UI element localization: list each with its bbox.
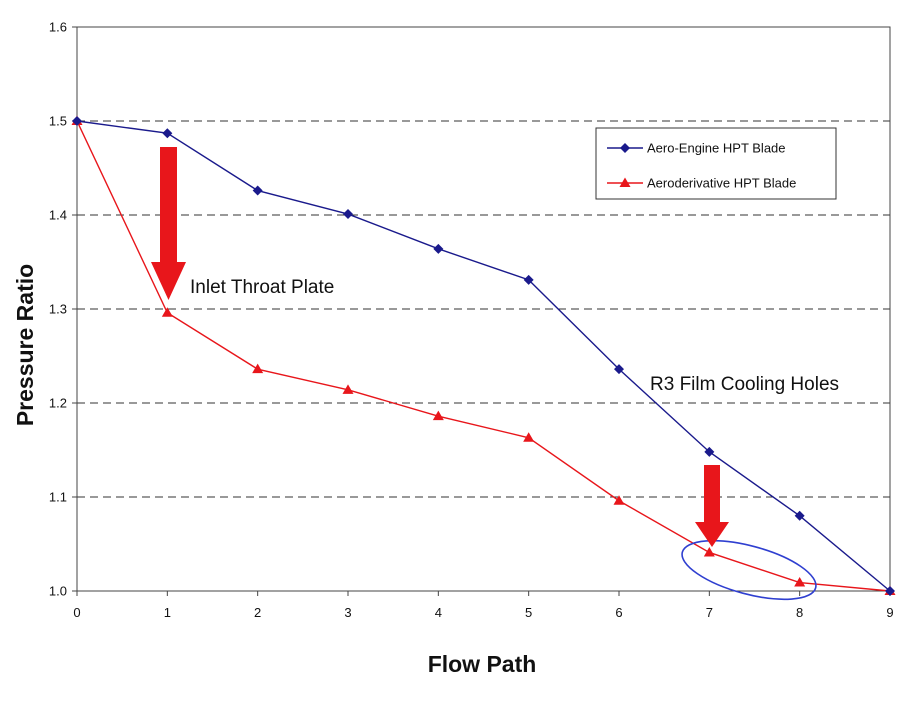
- data-point-aeroderivative: [161, 307, 173, 317]
- x-tick-label: 5: [525, 605, 532, 620]
- legend-label-aero-engine: Aero-Engine HPT Blade: [647, 141, 786, 156]
- data-point-aero-engine: [433, 243, 444, 254]
- annotation-inlet-throat-plate: Inlet Throat Plate: [190, 277, 334, 298]
- series-line-aeroderivative: [76, 120, 891, 592]
- y-tick-label: 1.0: [49, 584, 67, 599]
- data-point-aero-engine: [794, 510, 805, 521]
- legend-label-aeroderivative: Aeroderivative HPT Blade: [647, 176, 796, 191]
- y-tick-label: 1.1: [49, 490, 67, 505]
- series-lines: [71, 115, 896, 596]
- x-tick-label: 7: [706, 605, 713, 620]
- data-point-aero-engine: [162, 128, 173, 139]
- data-point-aero-engine: [252, 185, 263, 196]
- data-point-aero-engine: [704, 446, 715, 457]
- legend-marker-aeroderivative: [619, 177, 631, 187]
- y-tick-label: 1.6: [49, 20, 67, 35]
- data-point-aeroderivative: [794, 577, 806, 587]
- x-tick-label: 0: [73, 605, 80, 620]
- legend-marker-aero-engine: [620, 143, 630, 153]
- y-tick-label: 1.2: [49, 396, 67, 411]
- data-point-aero-engine: [614, 364, 624, 375]
- annotation-r3-film-cooling-holes: R3 Film Cooling Holes: [650, 374, 839, 395]
- x-tick-label: 1: [164, 605, 171, 620]
- legend: Aero-Engine HPT Blade Aeroderivative HPT…: [595, 127, 837, 200]
- grid-lines: [77, 120, 890, 498]
- y-tick-label: 1.4: [49, 208, 67, 223]
- x-axis-title: Flow Path: [428, 651, 537, 677]
- data-point-aeroderivative: [523, 432, 535, 442]
- y-tick-label: 1.5: [49, 114, 67, 129]
- inlet-throat-arrow: [151, 147, 186, 300]
- film-cooling-arrow: [695, 465, 729, 547]
- annotations: Inlet Throat Plate R3 Film Cooling Holes: [151, 147, 839, 601]
- data-point-aero-engine: [72, 116, 82, 126]
- y-axis-title: Pressure Ratio: [12, 264, 38, 426]
- y-tick-label: 1.3: [49, 302, 67, 317]
- x-tick-label: 9: [886, 605, 893, 620]
- x-tick-label: 2: [254, 605, 261, 620]
- data-point-aeroderivative: [432, 410, 444, 421]
- axis-ticks: 1.0 1.1 1.2 1.3 1.4 1.5 1.6 0 1 2 3 4 5 6 7 8 9: [49, 20, 894, 621]
- data-point-aero-engine: [523, 274, 534, 285]
- data-point-aeroderivative: [252, 363, 264, 374]
- x-tick-label: 3: [344, 605, 351, 620]
- data-point-aeroderivative: [703, 546, 715, 557]
- data-point-aero-engine: [885, 586, 895, 596]
- data-point-aero-engine: [343, 209, 353, 220]
- data-point-aeroderivative: [342, 384, 354, 394]
- x-tick-label: 8: [796, 605, 803, 620]
- highlight-ellipse: [681, 539, 817, 601]
- x-tick-label: 6: [615, 605, 622, 620]
- x-tick-label: 4: [435, 605, 442, 620]
- data-point-aeroderivative: [613, 495, 625, 505]
- series-line-aero-engine: [76, 120, 891, 592]
- legend-box: [595, 127, 837, 200]
